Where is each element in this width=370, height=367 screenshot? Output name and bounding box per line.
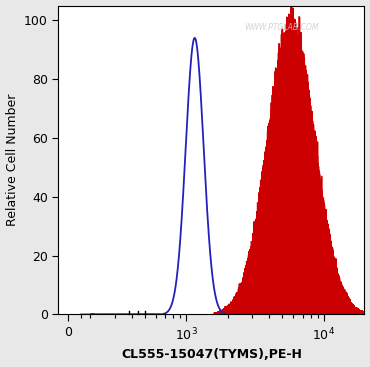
- Y-axis label: Relative Cell Number: Relative Cell Number: [6, 94, 18, 226]
- X-axis label: CL555-15047(TYMS),PE-H: CL555-15047(TYMS),PE-H: [121, 348, 302, 361]
- Text: WWW.PTGLAB.COM: WWW.PTGLAB.COM: [245, 23, 319, 32]
